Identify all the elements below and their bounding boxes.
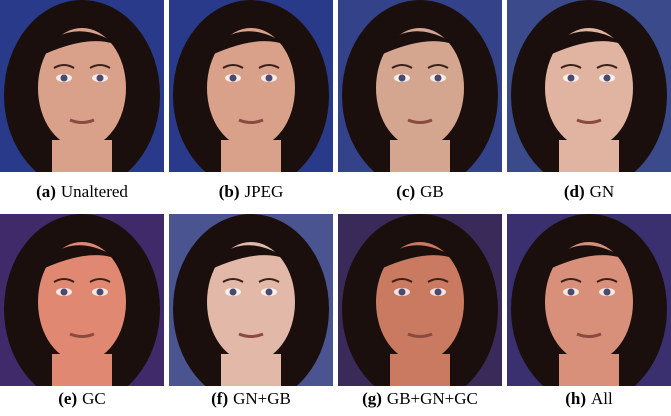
image-panel xyxy=(507,214,671,404)
caption-text: JPEG xyxy=(245,182,284,201)
caption-tag: (e) xyxy=(58,389,77,408)
caption-text: All xyxy=(591,389,613,408)
image-panel xyxy=(507,0,671,190)
caption-text: GC xyxy=(82,389,106,408)
figure: (a) Unaltered (b) JPEG (c) GB (d) GN (e) GC (f) GN+… xyxy=(0,0,671,416)
caption-text: Unaltered xyxy=(61,182,129,201)
caption-tag: (g) xyxy=(362,389,382,408)
image-panel xyxy=(169,214,333,404)
caption-text: GN xyxy=(590,182,615,201)
caption-text: GB xyxy=(420,182,444,201)
face-image xyxy=(0,0,164,190)
face-image xyxy=(507,0,671,190)
caption: (h) All xyxy=(565,389,613,408)
face-image xyxy=(338,214,502,404)
caption: (c) GB xyxy=(396,182,444,201)
caption: (d) GN xyxy=(564,182,614,201)
image-panel xyxy=(338,0,502,190)
face-image xyxy=(169,214,333,404)
face-image xyxy=(338,0,502,190)
caption-text: GB+GN+GC xyxy=(387,389,478,408)
caption-tag: (h) xyxy=(565,389,586,408)
image-panel xyxy=(338,214,502,404)
caption-tag: (b) xyxy=(219,182,240,201)
image-panel xyxy=(0,0,164,190)
caption: (e) GC xyxy=(58,389,106,408)
face-image xyxy=(507,214,671,404)
caption-tag: (f) xyxy=(211,389,228,408)
image-panel xyxy=(169,0,333,190)
caption-tag: (d) xyxy=(564,182,585,201)
caption: (b) JPEG xyxy=(219,182,284,201)
caption-tag: (a) xyxy=(36,182,56,201)
caption-tag: (c) xyxy=(396,182,415,201)
caption: (f) GN+GB xyxy=(211,389,291,408)
caption: (a) Unaltered xyxy=(36,182,128,201)
face-image xyxy=(169,0,333,190)
caption-text: GN+GB xyxy=(233,389,291,408)
image-panel xyxy=(0,214,164,404)
caption: (g) GB+GN+GC xyxy=(362,389,478,408)
face-image xyxy=(0,214,164,404)
